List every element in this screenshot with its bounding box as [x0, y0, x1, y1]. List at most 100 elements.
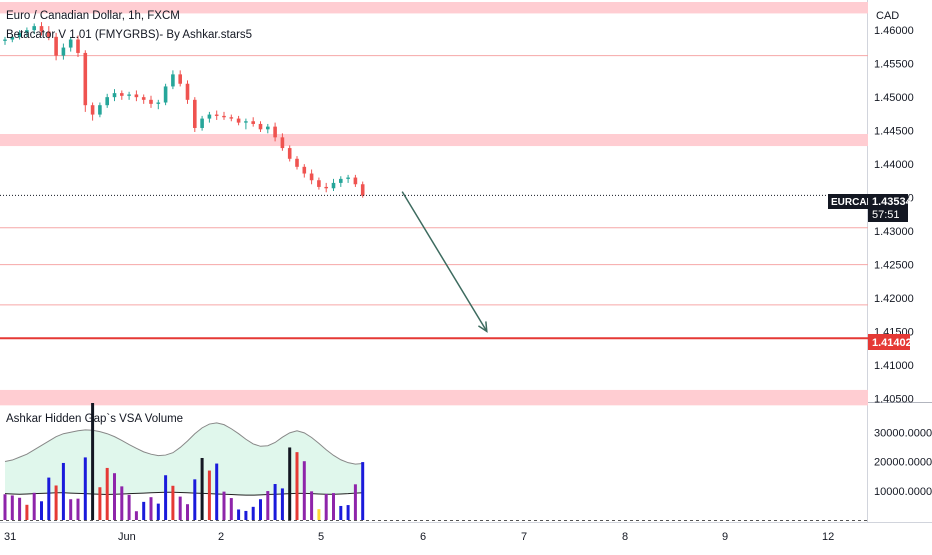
- volume-bar: [149, 497, 153, 520]
- price-tick-label: 1.42500: [874, 260, 914, 272]
- candle-body: [317, 180, 321, 187]
- volume-bar: [200, 457, 204, 520]
- time-tick-label: 12: [822, 531, 834, 543]
- candlestick-series[interactable]: [3, 22, 365, 198]
- volume-bar: [317, 509, 321, 520]
- candle-body: [156, 102, 161, 104]
- candle-body: [112, 93, 117, 98]
- time-tick-label: Jun: [118, 531, 136, 543]
- volume-bar: [215, 463, 219, 520]
- time-tick-label: 8: [622, 531, 628, 543]
- volume-bar: [171, 485, 175, 520]
- arrow-shaft: [401, 191, 488, 332]
- volume-bar: [361, 462, 365, 520]
- symbol-tag: EURCAD: [831, 197, 874, 208]
- volume-bar: [178, 496, 182, 520]
- candle-body: [83, 52, 88, 106]
- volume-bar: [18, 497, 22, 520]
- price-levels[interactable]: [0, 194, 868, 340]
- candle-body: [98, 105, 102, 115]
- candle-body: [47, 31, 51, 37]
- candle-body: [105, 97, 109, 106]
- volume-bar: [207, 470, 211, 520]
- candle-body: [331, 182, 336, 189]
- candle-body: [287, 148, 292, 159]
- time-axis[interactable]: 31 Jun 2 5 6 7 8 9 12: [4, 531, 834, 543]
- candle-body: [127, 94, 131, 96]
- candle-body: [251, 121, 255, 124]
- candle-body: [76, 39, 80, 53]
- target-price-value: 1.41402: [872, 337, 912, 349]
- supply-demand-zones: [0, 2, 868, 406]
- projection-arrow[interactable]: [401, 191, 488, 333]
- volume-bar: [127, 494, 131, 520]
- time-tick-label: 2: [218, 531, 224, 543]
- candle-body: [229, 117, 234, 119]
- target-price-bg: [868, 334, 910, 350]
- volume-series[interactable]: [3, 403, 365, 520]
- volume-bar: [61, 462, 65, 520]
- candle-body: [309, 173, 314, 181]
- indicator-title[interactable]: Betacator V 1.01 (FMYGRBS)- By Ashkar.st…: [6, 29, 253, 41]
- current-price-bg: [868, 194, 908, 222]
- currency-label: CAD: [876, 10, 899, 22]
- volume-bar: [332, 493, 335, 520]
- price-tick-label: 1.45000: [874, 92, 914, 104]
- volume-bar: [186, 504, 189, 520]
- candle-body: [32, 26, 36, 31]
- time-tick-label: 7: [521, 531, 527, 543]
- candle-body: [324, 186, 328, 189]
- volume-bar: [76, 498, 80, 520]
- volume-bar: [324, 493, 328, 520]
- volume-bar: [142, 501, 146, 520]
- volume-bar: [54, 485, 58, 520]
- candle-body: [222, 115, 226, 118]
- sr-zone: [0, 389, 868, 406]
- candle-body: [346, 177, 350, 179]
- symbol-title[interactable]: Euro / Canadian Dollar, 1h, FXCM: [6, 10, 180, 22]
- volume-bar: [229, 498, 233, 520]
- current-price-tag: EURCAD 1.43534 57:51: [828, 194, 913, 222]
- volume-envelope-upper: [4, 422, 363, 465]
- volume-bar: [25, 504, 29, 520]
- volume-bar: [339, 505, 343, 520]
- current-price-value: 1.43534: [872, 196, 913, 208]
- candle-body: [193, 99, 197, 128]
- candle-body: [17, 32, 22, 37]
- time-tick-label: 31: [4, 531, 16, 543]
- volume-bar: [237, 509, 241, 520]
- price-tick-label: 1.44000: [874, 159, 914, 171]
- volume-bar: [156, 503, 160, 520]
- volume-scale[interactable]: 30000.00000 20000.00000 10000.00000: [874, 427, 932, 498]
- candle-body: [163, 86, 168, 103]
- candle-body: [280, 137, 285, 149]
- volume-bar: [251, 506, 255, 520]
- sr-zone: [0, 2, 868, 14]
- candle-body: [207, 114, 212, 119]
- time-tick-label: 5: [318, 531, 324, 543]
- candle-body: [360, 184, 365, 196]
- candle-body: [54, 36, 58, 56]
- price-pane[interactable]: [0, 0, 868, 402]
- candle-body: [236, 118, 241, 123]
- volume-bar: [259, 499, 262, 520]
- candle-body: [200, 118, 204, 128]
- volume-bar: [310, 491, 314, 520]
- candle-body: [258, 123, 263, 130]
- candle-body: [25, 30, 29, 33]
- candle-body: [3, 39, 7, 41]
- volume-bar: [40, 501, 43, 520]
- price-tick-label: 1.45500: [874, 59, 914, 71]
- candle-body: [90, 105, 95, 115]
- volume-bar: [3, 494, 7, 520]
- volume-indicator-title[interactable]: Ashkar Hidden Gap`s VSA Volume: [6, 413, 184, 425]
- volume-bar: [280, 488, 284, 520]
- volume-bar: [222, 491, 226, 520]
- price-scale[interactable]: 1.46000 1.45500 1.45000 1.44500 1.44000 1.435…: [874, 25, 914, 406]
- candle-body: [214, 114, 219, 116]
- volume-bar: [295, 452, 299, 520]
- countdown: 57:51: [872, 209, 900, 221]
- volume-bar: [302, 461, 306, 520]
